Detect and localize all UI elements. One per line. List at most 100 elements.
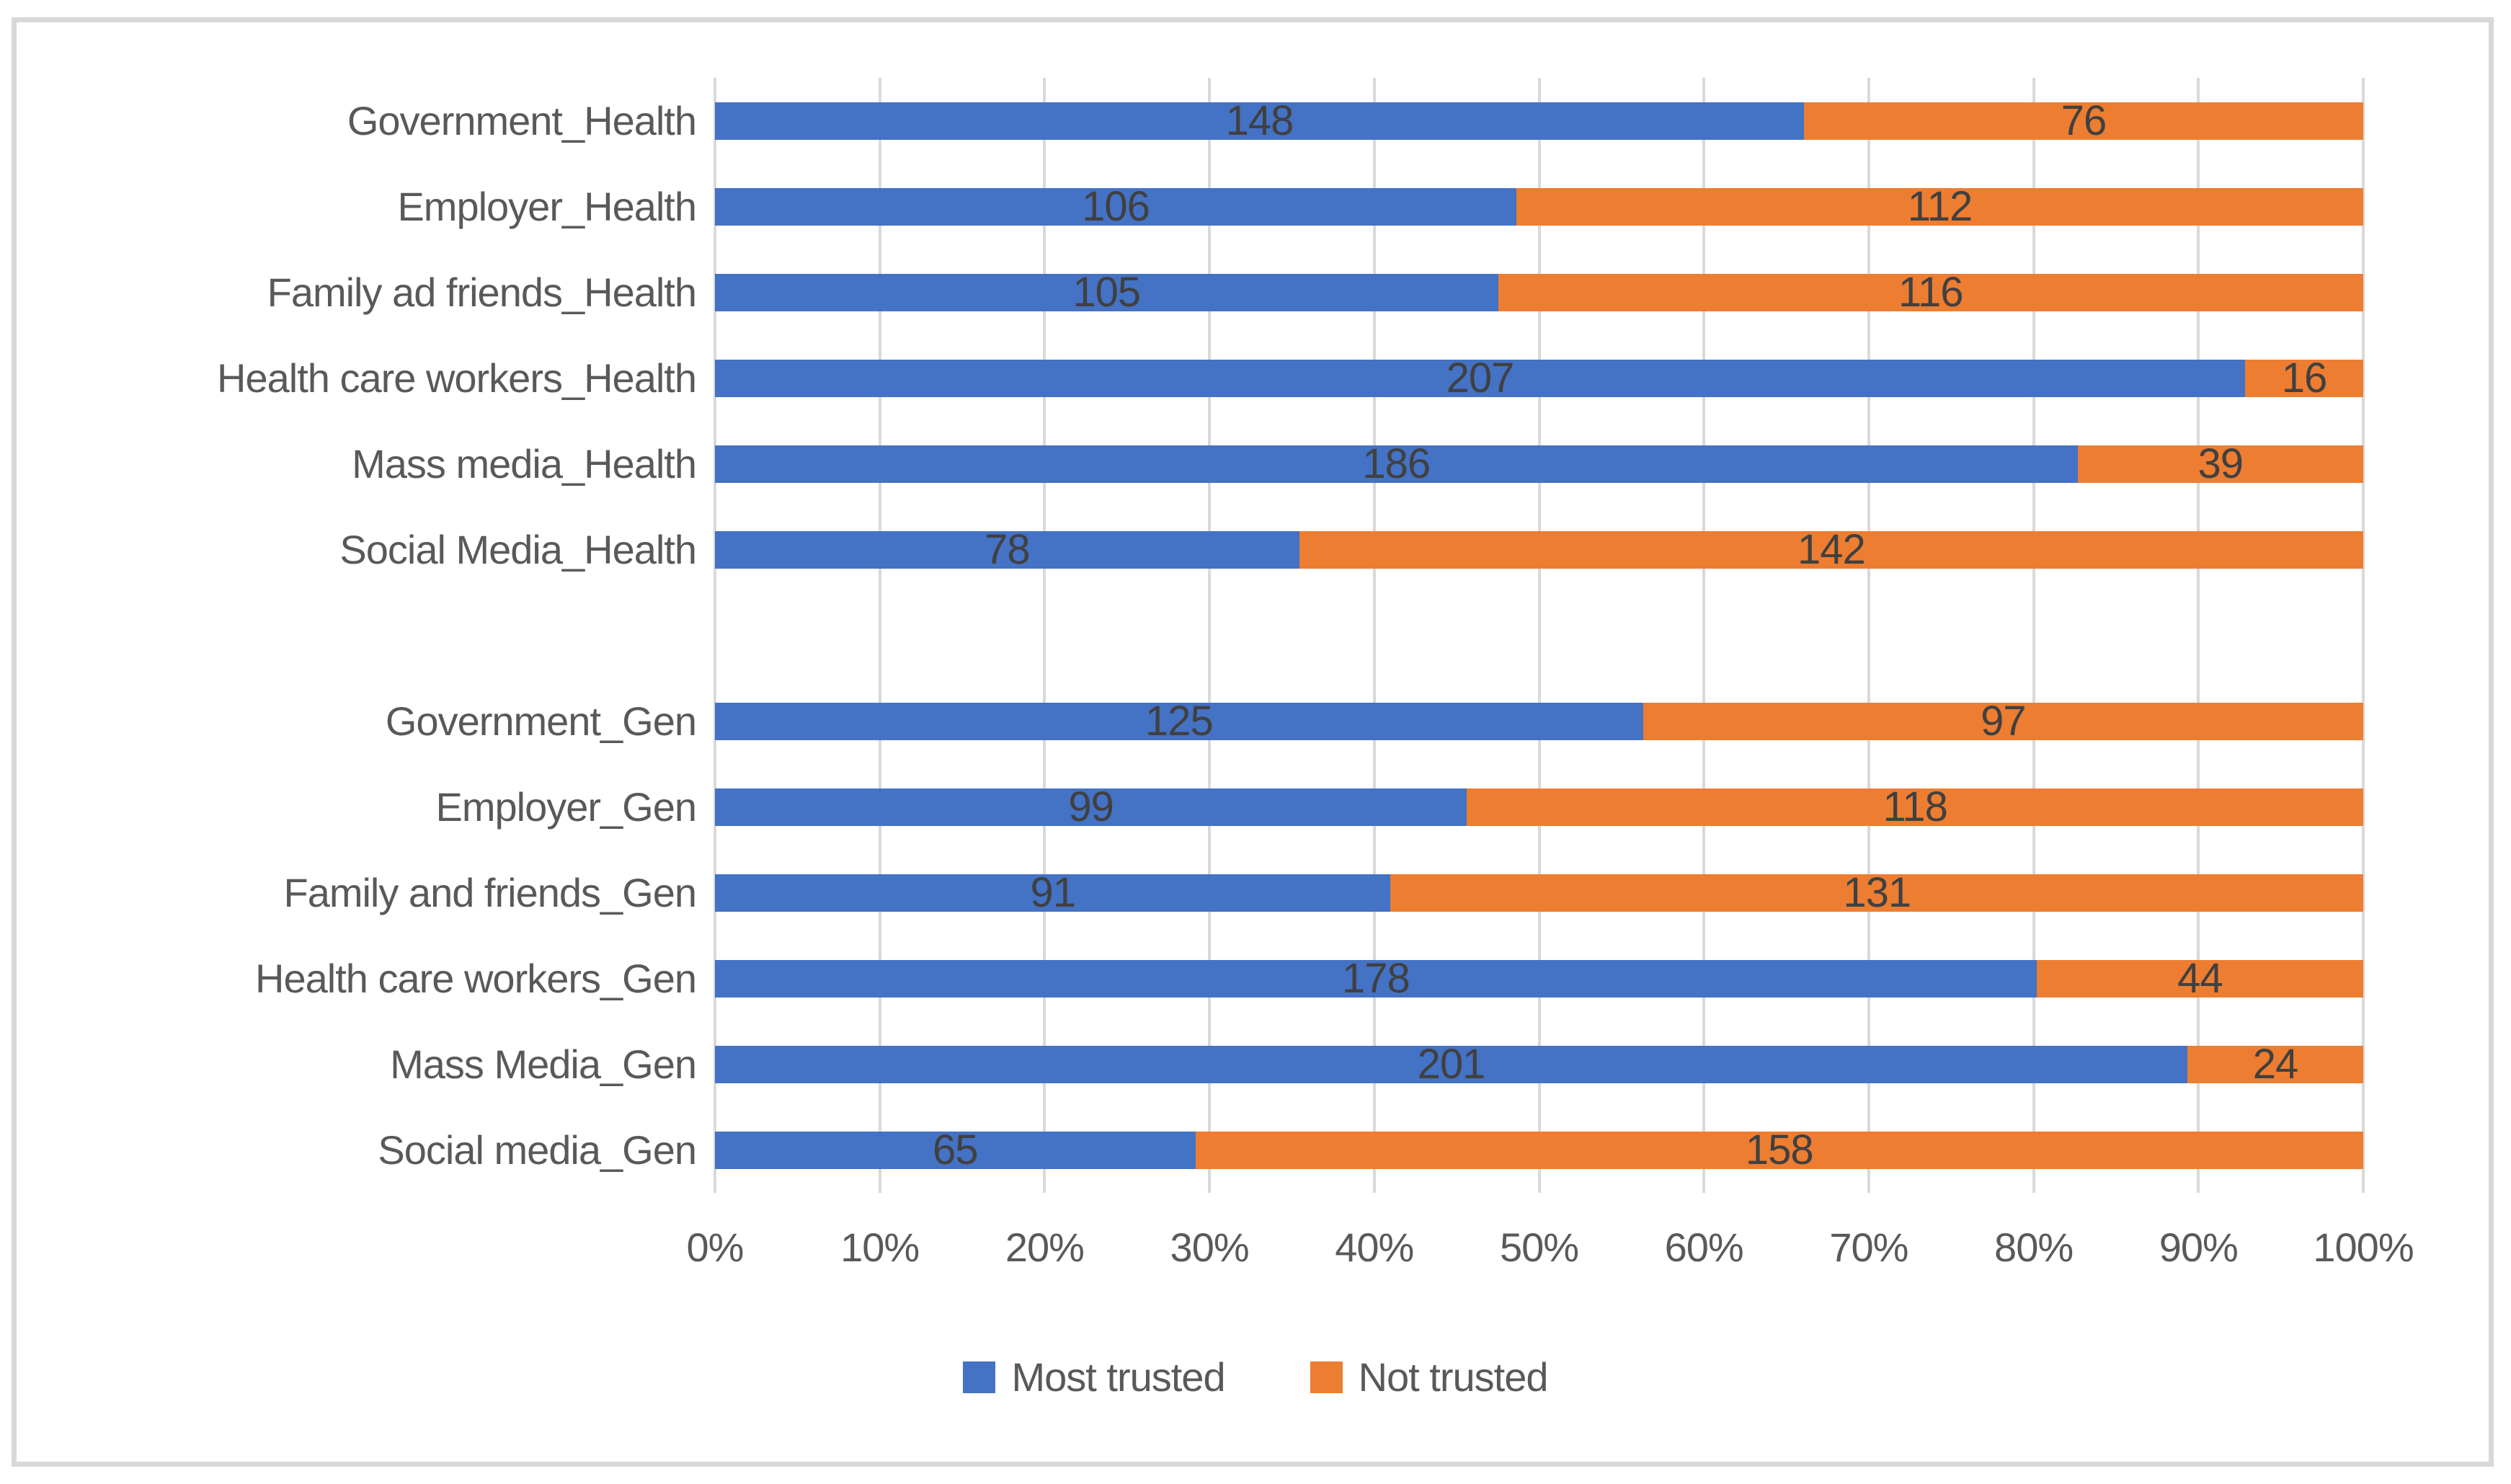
category-label: Employer_Health	[397, 184, 697, 229]
bar-segment-most-trusted: 105	[715, 268, 1498, 316]
category-label: Mass Media_Gen	[390, 1041, 697, 1087]
bar-segment-not-trusted: 116	[1498, 268, 2363, 316]
gridline	[714, 78, 716, 1193]
value-label: 91	[1030, 868, 1076, 916]
value-label: 97	[1981, 697, 2027, 745]
bar-track: 105 116	[715, 268, 2363, 316]
value-label: 78	[985, 525, 1031, 573]
chart-row: Mass Media_Gen 201 24	[12, 1021, 2363, 1107]
bar-segment-most-trusted: 99	[715, 783, 1467, 830]
bar-segment-most-trusted: 178	[715, 954, 2037, 1002]
x-axis-tick: 80%	[1994, 1225, 2074, 1270]
value-label: 178	[1341, 954, 1410, 1002]
chart-row: Government_Gen 125 97	[12, 678, 2363, 764]
value-label: 24	[2252, 1040, 2299, 1088]
bar-segment-not-trusted: 39	[2077, 440, 2363, 487]
gridline	[2362, 78, 2365, 1193]
x-axis-tick: 20%	[1005, 1225, 1085, 1270]
category-label: Family and friends_Gen	[283, 870, 697, 915]
bar-segment-most-trusted: 201	[715, 1043, 2188, 1085]
x-axis-tick: 0%	[686, 1225, 745, 1270]
value-label: 44	[2177, 954, 2223, 1002]
bar-track: 106 112	[715, 182, 2363, 230]
legend: Most trusted Not trusted	[0, 1354, 2511, 1400]
chart-row: Family ad friends_Health 105 116	[12, 249, 2363, 335]
gridline	[878, 78, 881, 1193]
gridline	[1043, 78, 1046, 1193]
value-label: 39	[2197, 440, 2244, 487]
x-axis-tick: 70%	[1829, 1225, 1908, 1270]
bar-segment-most-trusted: 78	[715, 525, 1299, 573]
value-label: 16	[2281, 354, 2328, 401]
bar-segment-not-trusted: 118	[1467, 783, 2363, 830]
bar-segment-not-trusted: 44	[2036, 954, 2363, 1002]
value-label: 186	[1362, 440, 1431, 487]
bar-segment-most-trusted: 91	[715, 868, 1391, 916]
x-axis-tick: 50%	[1499, 1225, 1579, 1270]
chart-row: Health care workers_Gen 178 44	[12, 936, 2363, 1021]
category-label: Family ad friends_Health	[267, 270, 697, 315]
x-axis-tick: 90%	[2159, 1225, 2239, 1270]
bar-track: 78 142	[715, 525, 2363, 573]
chart-row: Mass media_Health 186 39	[12, 421, 2363, 507]
value-label: 116	[1898, 268, 1963, 316]
bar-segment-not-trusted: 16	[2244, 354, 2363, 401]
bar-track: 125 97	[715, 697, 2363, 745]
value-label: 142	[1797, 525, 1866, 573]
value-label: 118	[1883, 783, 1947, 830]
bar-segment-not-trusted: 131	[1390, 871, 2363, 913]
category-label: Health care workers_Health	[217, 355, 697, 401]
bar-track: 91 131	[715, 868, 2363, 916]
gridline	[1372, 78, 1376, 1193]
x-axis-tick: 60%	[1664, 1225, 1744, 1270]
bar-segment-most-trusted: 125	[715, 700, 1643, 742]
value-label: 148	[1225, 97, 1294, 144]
x-axis-tick-labels: 0% 10% 20% 30% 40% 50% 60% 70% 80% 90% 100%	[687, 1224, 2414, 1281]
bar-track: 99 118	[715, 783, 2363, 830]
bar-track: 65 158	[715, 1126, 2363, 1173]
gridline	[1208, 78, 1212, 1193]
bar-segment-not-trusted: 24	[2187, 1040, 2363, 1088]
bar-segment-most-trusted: 106	[715, 182, 1517, 230]
x-axis-tick: 30%	[1170, 1225, 1250, 1270]
legend-swatch-icon	[1310, 1361, 1343, 1393]
x-axis-tick: 40%	[1335, 1225, 1414, 1270]
category-label: Government_Gen	[385, 698, 697, 744]
value-label: 65	[933, 1126, 979, 1173]
bar-track: 186 39	[715, 440, 2363, 487]
category-label: Mass media_Health	[352, 441, 697, 486]
chart-row: Employer_Gen 99 118	[12, 764, 2363, 850]
value-label: 76	[2061, 97, 2107, 144]
category-label: Social Media_Health	[339, 527, 697, 572]
x-axis-tick: 100%	[2313, 1225, 2414, 1270]
bar-track: 207 16	[715, 354, 2363, 401]
chart-row: Social Media_Health 78 142	[12, 507, 2363, 592]
chart-row: Employer_Health 106 112	[12, 164, 2363, 249]
bar-rows: Government_Health 148 76 Employer_Health 106…	[12, 78, 2363, 1193]
category-label: Government_Health	[347, 98, 697, 143]
bar-segment-most-trusted: 65	[715, 1126, 1196, 1173]
value-label: 112	[1907, 182, 1973, 230]
bar-segment-most-trusted: 186	[715, 440, 2078, 487]
bar-track: 148 76	[715, 97, 2363, 144]
gridline	[2197, 78, 2200, 1193]
value-label: 105	[1072, 268, 1141, 316]
value-label: 106	[1082, 182, 1150, 230]
bar-segment-not-trusted: 97	[1643, 697, 2363, 745]
gridline	[1702, 78, 1706, 1193]
chart-row: Family and friends_Gen 91 131	[12, 850, 2363, 936]
bar-segment-most-trusted: 148	[715, 97, 1805, 144]
gridline	[1537, 78, 1541, 1193]
category-label: Social media_Gen	[378, 1127, 697, 1173]
legend-item: Not trusted	[1310, 1354, 1548, 1400]
bar-segment-not-trusted: 158	[1195, 1129, 2363, 1170]
value-label: 207	[1446, 354, 1515, 401]
gridlines	[714, 78, 2365, 1193]
bar-segment-most-trusted: 207	[715, 354, 2245, 401]
legend-label: Not trusted	[1358, 1354, 1549, 1400]
chart-row	[12, 592, 2363, 678]
legend-swatch-icon	[963, 1361, 996, 1393]
gridline	[2032, 78, 2035, 1193]
value-label: 99	[1068, 783, 1114, 830]
